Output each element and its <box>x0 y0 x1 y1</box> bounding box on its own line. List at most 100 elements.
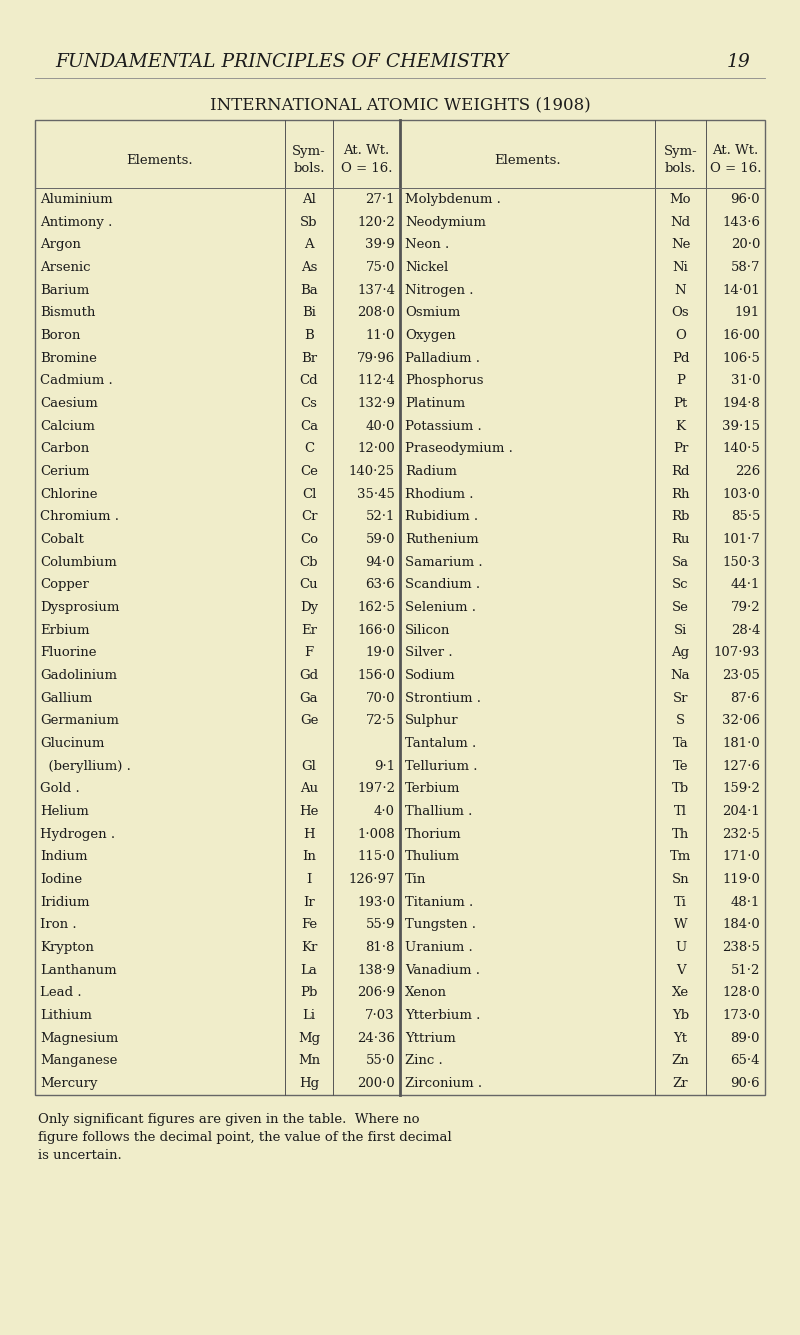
Text: 31·0: 31·0 <box>730 374 760 387</box>
Text: Sn: Sn <box>672 873 690 886</box>
Text: Pt: Pt <box>674 396 688 410</box>
Text: 208·0: 208·0 <box>358 306 395 319</box>
Text: Mg: Mg <box>298 1032 320 1045</box>
Text: Rhodium .: Rhodium . <box>405 487 474 501</box>
Text: Potassium .: Potassium . <box>405 419 482 433</box>
Text: 103·0: 103·0 <box>722 487 760 501</box>
Text: 120·2: 120·2 <box>358 215 395 228</box>
Text: U: U <box>675 941 686 955</box>
Text: 39·15: 39·15 <box>722 419 760 433</box>
Text: Caesium: Caesium <box>40 396 98 410</box>
Text: Tb: Tb <box>672 782 689 796</box>
Text: Ca: Ca <box>300 419 318 433</box>
Text: Sulphur: Sulphur <box>405 714 458 728</box>
Text: 226: 226 <box>734 465 760 478</box>
Text: Dysprosium: Dysprosium <box>40 601 119 614</box>
Text: Thorium: Thorium <box>405 828 462 841</box>
Text: S: S <box>676 714 685 728</box>
Text: Indium: Indium <box>40 850 87 864</box>
Text: 89·0: 89·0 <box>730 1032 760 1045</box>
Text: Yttrium: Yttrium <box>405 1032 456 1045</box>
Text: Rh: Rh <box>671 487 690 501</box>
Text: Te: Te <box>673 760 688 773</box>
Text: Sym-
bols.: Sym- bols. <box>664 144 698 175</box>
Text: Tungsten .: Tungsten . <box>405 918 476 932</box>
Text: Tin: Tin <box>405 873 426 886</box>
Text: Aluminium: Aluminium <box>40 192 113 206</box>
Text: Th: Th <box>672 828 689 841</box>
Text: Uranium .: Uranium . <box>405 941 473 955</box>
Text: Mo: Mo <box>670 192 691 206</box>
Text: Argon: Argon <box>40 238 81 251</box>
Text: Vanadium .: Vanadium . <box>405 964 480 977</box>
Text: 32·06: 32·06 <box>722 714 760 728</box>
Text: Xe: Xe <box>672 987 689 1000</box>
Text: Elements.: Elements. <box>494 154 561 167</box>
Text: V: V <box>676 964 686 977</box>
Text: 72·5: 72·5 <box>366 714 395 728</box>
Text: Al: Al <box>302 192 316 206</box>
Text: 48·1: 48·1 <box>730 896 760 909</box>
Text: Nitrogen .: Nitrogen . <box>405 283 474 296</box>
Text: Thulium: Thulium <box>405 850 460 864</box>
Text: Carbon: Carbon <box>40 442 90 455</box>
Text: Chromium .: Chromium . <box>40 510 119 523</box>
Text: Sb: Sb <box>300 215 318 228</box>
Text: Magnesium: Magnesium <box>40 1032 118 1045</box>
Text: 52·1: 52·1 <box>366 510 395 523</box>
Text: 65·4: 65·4 <box>730 1055 760 1068</box>
Text: Ba: Ba <box>300 283 318 296</box>
Text: 127·6: 127·6 <box>722 760 760 773</box>
Text: 128·0: 128·0 <box>722 987 760 1000</box>
Text: C: C <box>304 442 314 455</box>
Text: A: A <box>304 238 314 251</box>
Text: 27·1: 27·1 <box>366 192 395 206</box>
Text: Zinc .: Zinc . <box>405 1055 442 1068</box>
Text: Ir: Ir <box>303 896 315 909</box>
Text: Cb: Cb <box>300 555 318 569</box>
Text: is uncertain.: is uncertain. <box>38 1149 122 1161</box>
Text: Scandium .: Scandium . <box>405 578 480 591</box>
Text: 126·97: 126·97 <box>349 873 395 886</box>
Text: Mercury: Mercury <box>40 1077 98 1091</box>
Text: K: K <box>675 419 686 433</box>
Text: Si: Si <box>674 623 687 637</box>
Text: Praseodymium .: Praseodymium . <box>405 442 513 455</box>
Text: He: He <box>299 805 318 818</box>
Text: Sodium: Sodium <box>405 669 456 682</box>
Text: Hydrogen .: Hydrogen . <box>40 828 115 841</box>
Text: 115·0: 115·0 <box>358 850 395 864</box>
Text: 14·01: 14·01 <box>722 283 760 296</box>
Text: Os: Os <box>672 306 690 319</box>
Text: figure follows the decimal point, the value of the first decimal: figure follows the decimal point, the va… <box>38 1131 452 1144</box>
Text: Gd: Gd <box>299 669 318 682</box>
Text: Terbium: Terbium <box>405 782 460 796</box>
Text: Iron .: Iron . <box>40 918 77 932</box>
Text: 206·9: 206·9 <box>357 987 395 1000</box>
Text: Sr: Sr <box>673 692 688 705</box>
Text: Sym-
bols.: Sym- bols. <box>292 144 326 175</box>
Text: Ga: Ga <box>300 692 318 705</box>
Text: Lithium: Lithium <box>40 1009 92 1023</box>
Text: Platinum: Platinum <box>405 396 465 410</box>
Text: 63·6: 63·6 <box>366 578 395 591</box>
Text: 119·0: 119·0 <box>722 873 760 886</box>
Text: Ni: Ni <box>673 260 688 274</box>
Text: 85·5: 85·5 <box>730 510 760 523</box>
Text: Only significant figures are given in the table.  Where no: Only significant figures are given in th… <box>38 1113 419 1125</box>
Text: Glucinum: Glucinum <box>40 737 104 750</box>
Text: Barium: Barium <box>40 283 90 296</box>
Text: Xenon: Xenon <box>405 987 447 1000</box>
Text: Yb: Yb <box>672 1009 689 1023</box>
Text: Ta: Ta <box>673 737 688 750</box>
Text: 150·3: 150·3 <box>722 555 760 569</box>
Text: 197·2: 197·2 <box>357 782 395 796</box>
Text: Lead .: Lead . <box>40 987 82 1000</box>
Text: Bi: Bi <box>302 306 316 319</box>
Text: Cr: Cr <box>301 510 318 523</box>
Text: Fe: Fe <box>301 918 317 932</box>
Text: 51·2: 51·2 <box>730 964 760 977</box>
Text: 28·4: 28·4 <box>730 623 760 637</box>
Text: 204·1: 204·1 <box>722 805 760 818</box>
Text: Phosphorus: Phosphorus <box>405 374 483 387</box>
